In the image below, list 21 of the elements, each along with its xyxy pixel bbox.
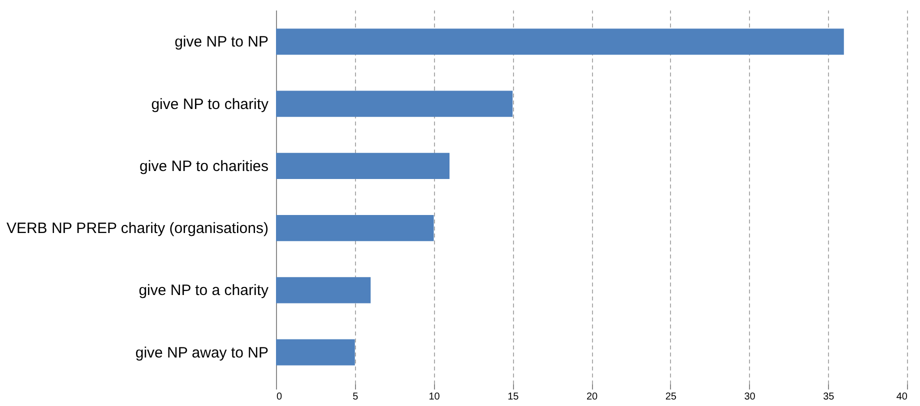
bar [276, 28, 844, 55]
y-tick-label: give NP to a charity [138, 282, 269, 300]
x-tick-label: 30 [744, 392, 756, 402]
x-tick-label: 10 [428, 392, 440, 402]
x-tick-label: 15 [508, 392, 520, 402]
x-tick-label: 35 [823, 392, 835, 402]
bar [276, 339, 355, 366]
x-tick-label: 40 [896, 392, 908, 402]
y-tick-label: give NP away to NP [135, 344, 268, 362]
y-tick-label: give NP to NP [174, 34, 268, 51]
bar [276, 152, 450, 179]
x-tick-label: 20 [586, 392, 598, 402]
y-tick-label: give NP to charity [151, 96, 269, 113]
y-tick-label: VERB NP PREP charity (organisations) [6, 220, 268, 238]
x-tick-label: 5 [352, 392, 359, 402]
x-tick-label: 25 [665, 392, 677, 402]
bar [276, 90, 513, 117]
x-tick-label: 0 [276, 392, 282, 402]
bar [276, 215, 434, 242]
y-tick-label: give NP to charities [140, 158, 268, 175]
bar [276, 277, 371, 304]
